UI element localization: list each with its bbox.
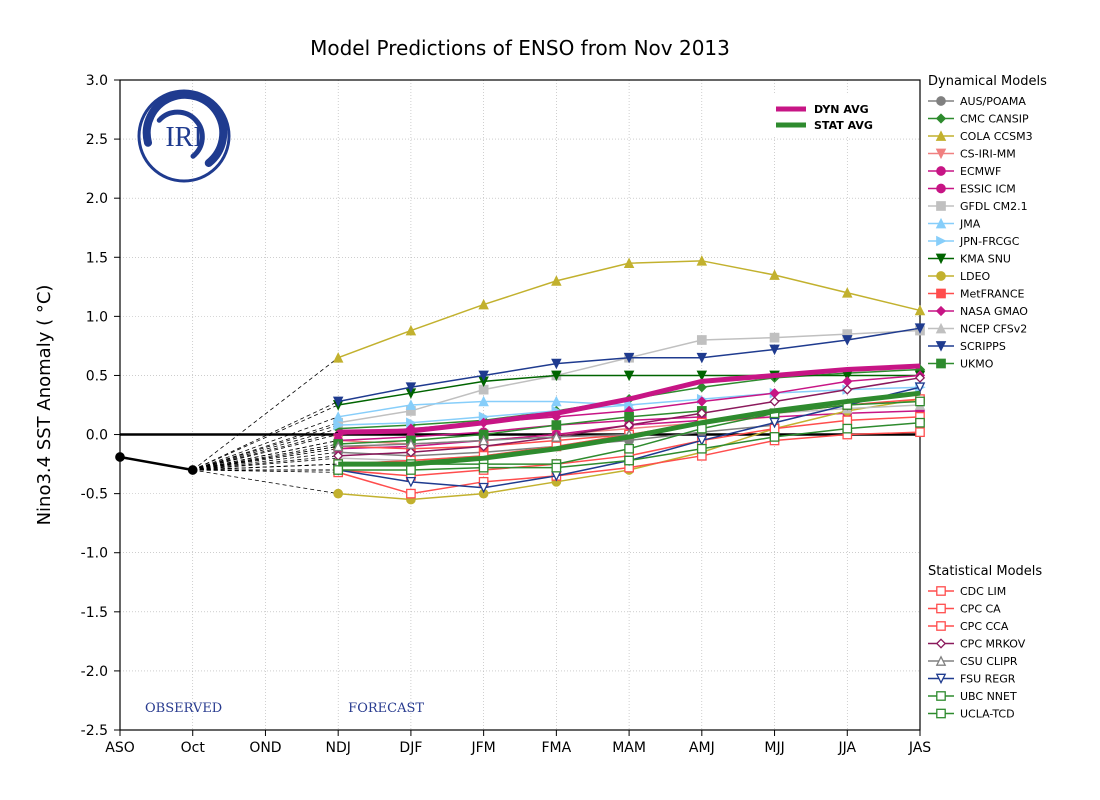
x-tick-label: DJF <box>399 740 422 756</box>
enso-forecast-chart: ASO Oct OND NDJ DJF JFM FMA MAM AMJ MJJ JJA JAS -2.5… <box>0 0 1100 800</box>
legend-dynamical-title: Dynamical Models <box>928 74 1047 89</box>
legend-statistical-item: CPC MRKOV <box>960 638 1026 651</box>
legend-statistical-item: CPC CA <box>960 603 1001 616</box>
legend-dynamical-item: MetFRANCE <box>960 288 1025 301</box>
legend-dynamical-item: JPN-FRCGC <box>959 235 1020 248</box>
legend-avg-label: DYN AVG <box>814 103 869 116</box>
legend-statistical-item: CSU CLIPR <box>960 655 1018 668</box>
y-tick-label: 3.0 <box>86 73 108 89</box>
legend-dynamical-item: COLA CCSM3 <box>960 130 1033 143</box>
observed-label: OBSERVED <box>145 701 222 716</box>
x-tick-label: MAM <box>612 740 646 756</box>
y-tick-label: -1.5 <box>81 605 108 621</box>
y-tick-label: 0.5 <box>86 368 108 384</box>
legend-dynamical-item: SCRIPPS <box>960 340 1006 353</box>
legend-dynamical-item: GFDL CM2.1 <box>960 200 1028 213</box>
legend-dynamical-item: AUS/POAMA <box>960 95 1026 108</box>
x-tick-label: FMA <box>542 740 572 756</box>
legend-dynamical-item: ECMWF <box>960 165 1001 178</box>
legend-dynamical-item: ESSIC ICM <box>960 183 1016 196</box>
x-tick-label: JAS <box>908 740 931 756</box>
iri-logo-text: IRI <box>165 122 202 153</box>
y-tick-label: 1.0 <box>86 309 108 325</box>
legend-statistical-item: CDC LIM <box>960 585 1006 598</box>
x-tick-label: OND <box>249 740 281 756</box>
x-tick-label: Oct <box>181 740 206 756</box>
y-tick-label: -1.0 <box>81 546 108 562</box>
chart-title: Model Predictions of ENSO from Nov 2013 <box>310 36 730 60</box>
legend-dynamical-item: CMC CANSIP <box>960 113 1029 126</box>
y-tick-label: 2.0 <box>86 191 108 207</box>
y-tick-label: -2.0 <box>81 664 108 680</box>
y-axis-label: Nino3.4 SST Anomaly ( °C) <box>34 285 55 526</box>
legend-dynamical-item: LDEO <box>960 270 991 283</box>
x-tick-label: NDJ <box>325 740 350 756</box>
legend-dynamical-item: CS-IRI-MM <box>960 148 1016 161</box>
legend-dynamical-item: JMA <box>959 218 981 231</box>
legend-dynamical-item: NASA GMAO <box>960 305 1028 318</box>
legend-statistical-title: Statistical Models <box>928 564 1042 579</box>
legend-dynamical-item: UKMO <box>960 358 994 371</box>
x-tick-label: JFM <box>471 740 496 756</box>
legend-statistical-item: CPC CCA <box>960 620 1009 633</box>
x-tick-label: ASO <box>105 740 134 756</box>
forecast-label: FORECAST <box>348 701 424 716</box>
x-tick-label: JJA <box>837 740 856 756</box>
legend-dynamical-item: NCEP CFSv2 <box>960 323 1027 336</box>
y-tick-label: -2.5 <box>81 723 108 739</box>
x-tick-label: AMJ <box>689 740 715 756</box>
legend-statistical-item: UCLA-TCD <box>960 708 1015 721</box>
legend-avg-label: STAT AVG <box>814 119 873 132</box>
x-tick-label: MJJ <box>764 740 784 756</box>
y-tick-label: 1.5 <box>86 250 108 266</box>
y-tick-label: -0.5 <box>81 487 108 503</box>
legend-dynamical-item: KMA SNU <box>960 253 1011 266</box>
legend-averages: DYN AVG STAT AVG <box>770 95 900 137</box>
legend-statistical-item: UBC NNET <box>960 690 1017 703</box>
y-tick-label: 0.0 <box>86 428 108 444</box>
y-tick-label: 2.5 <box>86 132 108 148</box>
legend-statistical-item: FSU REGR <box>960 673 1016 686</box>
